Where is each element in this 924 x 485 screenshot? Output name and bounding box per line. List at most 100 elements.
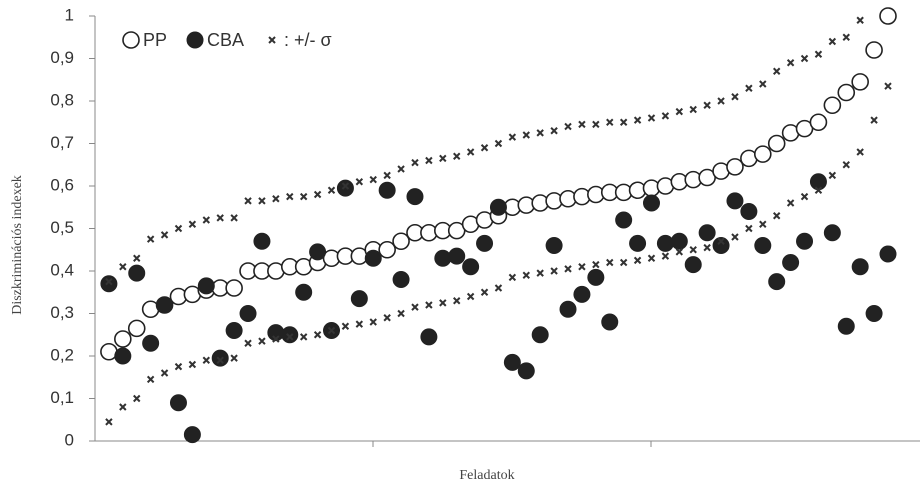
y-tick-label: 0,4 [50,260,74,279]
point [619,118,628,126]
point [717,97,725,105]
point [160,231,169,239]
point [211,349,229,367]
y-tick-label: 0,5 [50,218,74,237]
point [703,243,711,252]
point [578,120,586,129]
point [327,186,336,194]
point [508,133,517,141]
legend-marker [122,31,140,49]
point [675,107,684,116]
point [536,269,544,277]
point [244,339,252,347]
point [856,148,864,156]
point [522,131,530,139]
point [225,279,243,297]
point [216,356,224,364]
point [272,335,280,343]
point [592,120,600,129]
point [133,254,141,262]
point [378,240,396,259]
legend-label: PP [143,30,167,50]
point [712,237,730,254]
point [439,299,447,307]
point [726,192,744,210]
point [745,84,753,92]
point [425,156,433,165]
point [286,333,294,341]
point [786,199,795,207]
point [508,273,517,282]
point [717,237,725,245]
point [244,197,252,205]
point [661,252,670,260]
point [772,67,781,75]
point [786,59,795,67]
point [629,234,647,252]
point [480,144,489,152]
point [299,333,308,341]
legend-label: : +/- σ [284,30,332,50]
point [809,173,827,191]
point [462,258,480,276]
point [661,112,670,120]
point [851,73,869,91]
point [355,320,364,328]
point [856,16,864,24]
point [383,314,391,322]
point [642,194,660,212]
point [341,182,350,190]
point [105,277,113,286]
point [453,297,461,305]
point [313,190,322,199]
point [879,7,897,25]
point [156,296,174,314]
point [313,331,322,339]
point [411,303,419,311]
point [119,403,127,411]
point [564,265,572,273]
point [837,317,855,335]
point [606,258,614,267]
point [230,354,238,362]
point [127,319,146,338]
point [225,322,243,339]
point [592,260,600,269]
point [531,326,549,344]
y-tick-label: 0,7 [50,133,74,152]
point [879,245,897,263]
point [169,394,187,412]
point [411,158,419,167]
point [286,192,294,201]
point [814,186,823,194]
point [341,322,350,330]
point [448,247,466,265]
point [350,290,368,308]
point [258,337,266,345]
y-axis-title: Diszkriminációs indexek [10,175,25,315]
point [336,179,354,197]
point [675,248,684,256]
point [183,426,201,444]
point [800,192,809,201]
point [202,216,211,224]
point [327,326,336,335]
point [564,122,572,131]
point [378,181,396,199]
point [767,134,786,153]
point [633,256,642,265]
point [731,93,739,101]
point [253,232,271,250]
point [197,277,215,295]
point [814,50,823,58]
point [295,283,313,301]
point [865,305,883,322]
point [573,285,591,303]
point [146,235,155,243]
point [239,305,257,322]
point [453,152,461,160]
point [142,334,160,352]
y-tick-label: 0 [65,430,74,449]
point [281,326,299,344]
point [745,224,753,233]
